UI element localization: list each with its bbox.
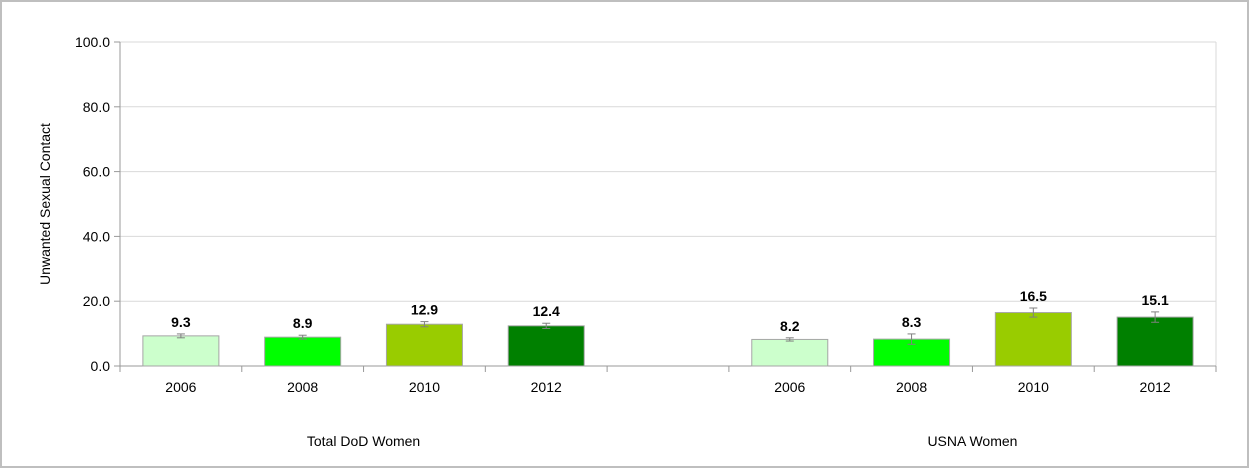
x-tick-label: 2012 [1140, 379, 1171, 395]
data-label: 8.2 [780, 318, 800, 334]
x-tick-label: 2006 [165, 379, 196, 395]
bar[interactable] [1116, 316, 1194, 367]
data-label: 15.1 [1141, 292, 1168, 308]
data-label: 8.9 [293, 315, 313, 331]
y-tick-label: 100.0 [75, 34, 110, 50]
y-tick-label: 80.0 [83, 99, 110, 115]
bar[interactable] [385, 323, 463, 367]
x-tick-label: 2006 [774, 379, 805, 395]
data-label: 16.5 [1020, 288, 1047, 304]
y-tick-label: 40.0 [83, 228, 110, 244]
data-label: 12.4 [533, 303, 560, 319]
bar[interactable] [751, 338, 829, 367]
x-tick-label: 2008 [287, 379, 318, 395]
y-tick-label: 20.0 [83, 293, 110, 309]
data-label: 9.3 [171, 314, 191, 330]
bar[interactable] [264, 336, 342, 367]
bar[interactable] [507, 325, 585, 367]
bar[interactable] [994, 312, 1072, 367]
y-tick-label: 0.0 [91, 358, 111, 374]
x-tick-label: 2008 [896, 379, 927, 395]
x-tick-label: 2012 [531, 379, 562, 395]
data-label: 8.3 [902, 314, 922, 330]
y-tick-label: 60.0 [83, 164, 110, 180]
data-label: 12.9 [411, 302, 438, 318]
bar[interactable] [142, 335, 220, 367]
y-axis-title: Unwanted Sexual Contact [37, 123, 53, 285]
group-label: Total DoD Women [307, 433, 420, 449]
x-tick-label: 2010 [409, 379, 440, 395]
x-tick-label: 2010 [1018, 379, 1049, 395]
group-label: USNA Women [927, 433, 1017, 449]
